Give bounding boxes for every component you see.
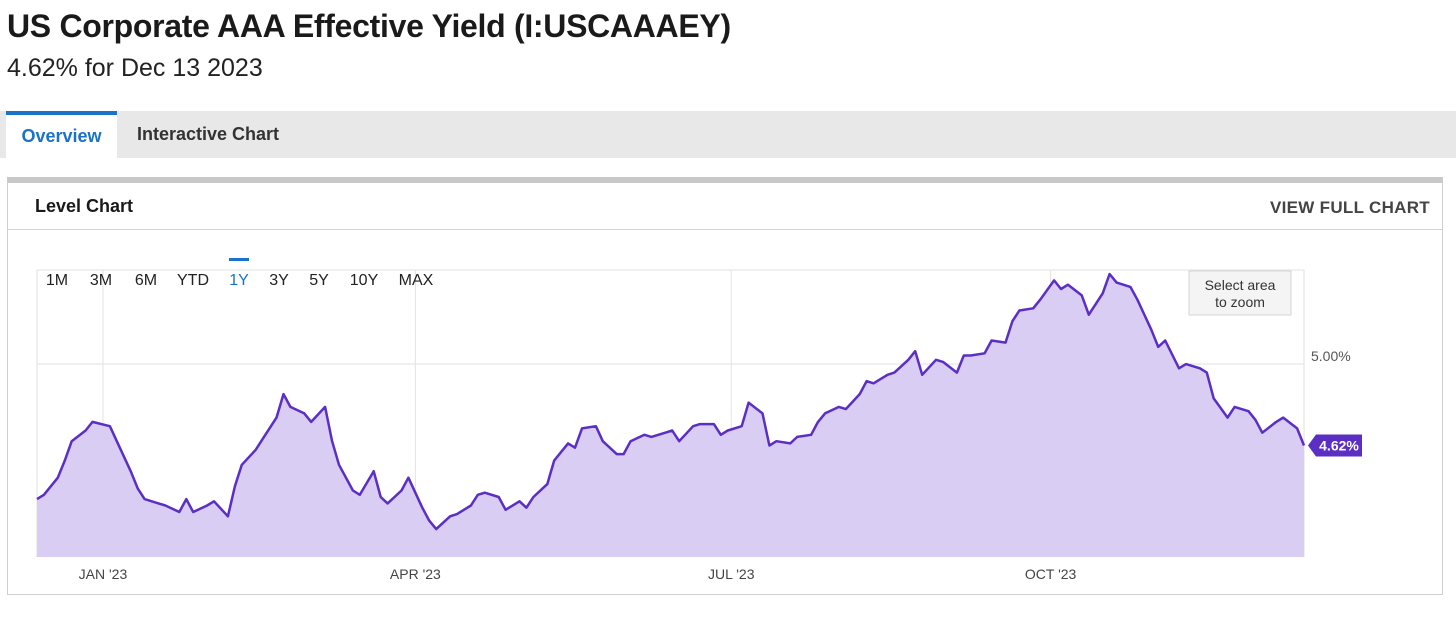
range-button-3m[interactable]: 3M: [90, 272, 112, 289]
chart-area-layer: [36, 272, 1306, 557]
last-value-badge: [1308, 434, 1362, 457]
range-button-3y[interactable]: 3Y: [269, 272, 289, 289]
range-selector: 1M 3M 6M YTD 1Y 3Y 5Y 10Y MAX: [46, 258, 434, 289]
view-full-chart-link[interactable]: VIEW FULL CHART: [1269, 198, 1430, 217]
tab-interactive-chart[interactable]: Interactive Chart: [137, 124, 280, 144]
range-button-6m[interactable]: 6M: [135, 272, 157, 289]
series-area-fill: [37, 274, 1304, 557]
x-tick-label: JUL '23: [708, 566, 755, 582]
range-button-1y[interactable]: 1Y: [229, 272, 249, 289]
page-subtitle: 4.62% for Dec 13 2023: [7, 54, 263, 82]
zoom-hint-box[interactable]: [1188, 270, 1292, 316]
range-active-indicator: [229, 258, 249, 261]
range-button-max[interactable]: MAX: [399, 272, 434, 289]
zoom-hint-line-2: to zoom: [1215, 294, 1265, 310]
x-tick-label: JAN '23: [79, 566, 128, 582]
range-button-ytd[interactable]: YTD: [177, 272, 209, 289]
chart-axes: 5.00% JAN '23 APR '23 JUL '23 OCT '23 4.62%: [79, 348, 1362, 582]
last-value-label: 4.62%: [1319, 438, 1359, 454]
panel-title: Level Chart: [35, 196, 134, 216]
range-button-5y[interactable]: 5Y: [309, 272, 329, 289]
series-line: [36, 272, 1306, 531]
panel-header: Level Chart VIEW FULL CHART: [8, 183, 1442, 230]
x-tick-label: OCT '23: [1025, 566, 1077, 582]
tab-overview[interactable]: Overview: [6, 111, 117, 158]
tab-bar: Overview Interactive Chart: [0, 111, 1456, 158]
y-tick-label: 5.00%: [1311, 348, 1351, 364]
range-button-1m[interactable]: 1M: [46, 272, 68, 289]
x-tick-label: APR '23: [390, 566, 441, 582]
page-title: US Corporate AAA Effective Yield (I:USCA…: [7, 8, 731, 44]
zoom-hint-line-1: Select area: [1205, 277, 1276, 293]
range-button-10y[interactable]: 10Y: [350, 272, 379, 289]
